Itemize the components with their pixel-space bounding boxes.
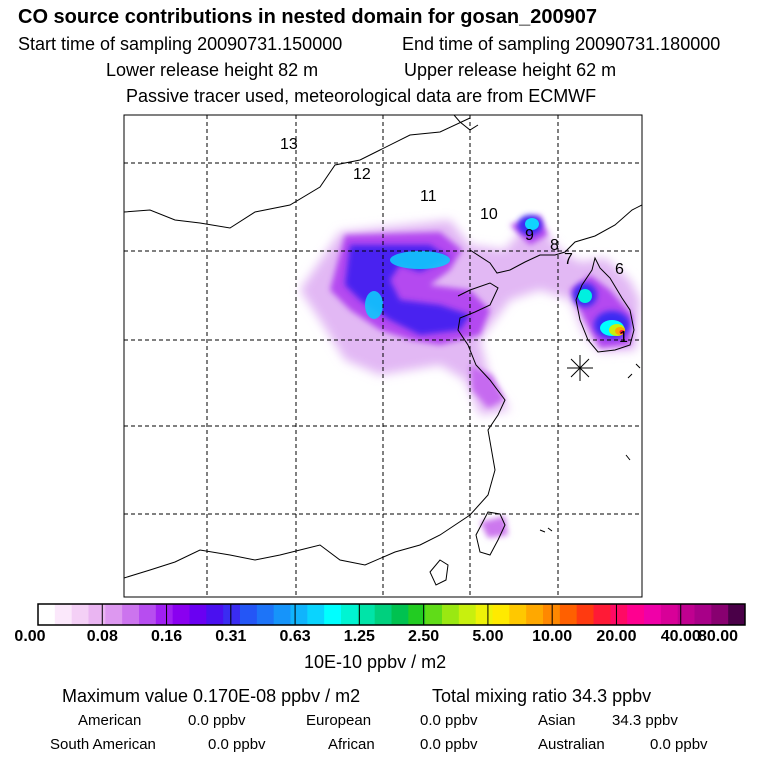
total-mixing-ratio: Total mixing ratio 34.3 ppbv (432, 686, 652, 706)
colorbar-swatch (475, 604, 493, 625)
colorbar-swatch (240, 604, 258, 625)
region-labels: 13 12 11 10 9 8 7 6 1 (280, 136, 628, 346)
region-label-13: 13 (280, 136, 298, 153)
colorbar-swatch (54, 604, 73, 625)
colorbar-swatch (122, 604, 140, 625)
receptor-star-icon (567, 355, 593, 381)
colorbar-swatch (458, 604, 477, 625)
colorbar-level-label: 0.31 (215, 628, 247, 645)
region-label-12: 12 (353, 166, 371, 183)
colorbar-swatch (273, 604, 291, 625)
region-australian-name: Australian (538, 736, 605, 753)
colorbar-swatch (139, 604, 157, 625)
colorbar-swatch (155, 604, 174, 625)
colorbar-swatch (610, 604, 628, 625)
region-asian-value: 34.3 ppbv (612, 712, 678, 729)
region-american-name: American (78, 712, 142, 729)
region-label-10: 10 (480, 206, 498, 223)
colorbar-level-label: 5.00 (472, 628, 504, 645)
colorbar-level-label: 40.00 (660, 628, 701, 645)
colorbar-swatch (256, 604, 275, 625)
coastlines (124, 115, 642, 586)
region-african-name: African (328, 736, 375, 753)
colorbar-swatch (509, 604, 527, 625)
region-label-9: 9 (525, 227, 534, 244)
colorbar-level-label: 0.63 (279, 628, 311, 645)
colorbar-level-label: 20.00 (596, 628, 637, 645)
region-label-6: 6 (615, 261, 624, 278)
region-label-7: 7 (564, 251, 573, 268)
maximum-value: Maximum value 0.170E-08 ppbv / m2 (62, 686, 361, 706)
colorbar-swatch (172, 604, 190, 625)
chart-title: CO source contributions in nested domain… (18, 6, 598, 28)
colorbar-swatch (71, 604, 89, 625)
colorbar-swatch (728, 604, 746, 625)
colorbar-swatch (576, 604, 594, 625)
colorbar-swatch (425, 604, 443, 625)
colorbar-level-label: 80.00 (697, 628, 739, 645)
colorbar-swatch (341, 604, 359, 625)
sampling-start: Start time of sampling 20090731.150000 (18, 34, 343, 54)
colorbar-swatch (660, 604, 679, 625)
region-american-value: 0.0 ppbv (188, 712, 246, 729)
colorbar-swatch (408, 604, 426, 625)
region-asian-name: Asian (538, 712, 576, 729)
region-european-name: European (306, 712, 372, 729)
colorbar-swatch (38, 604, 56, 625)
region-south-american-value: 0.0 ppbv (208, 736, 266, 753)
colorbar (37, 603, 746, 626)
colorbar-swatch (290, 604, 308, 625)
colorbar-level-label: 10.00 (532, 628, 573, 645)
colorbar-level-label: 1.25 (343, 628, 375, 645)
region-label-1: 1 (619, 329, 628, 346)
colorbar-swatch (442, 604, 460, 625)
colorbar-level-label: 2.50 (408, 628, 440, 645)
colorbar-swatch (694, 604, 712, 625)
colorbar-swatch (391, 604, 409, 625)
colorbar-swatch (543, 604, 561, 625)
colorbar-swatch (105, 604, 123, 625)
colorbar-level-label: 0.16 (150, 628, 183, 645)
map-frame (123, 114, 643, 598)
colorbar-swatch (324, 604, 342, 625)
colorbar-swatch (189, 604, 207, 625)
colorbar-unit: 10E-10 ppbv / m2 (304, 652, 447, 672)
map-area (124, 115, 642, 597)
colorbar-swatch (374, 604, 392, 625)
sampling-end: End time of sampling 20090731.180000 (402, 34, 721, 54)
region-african-value: 0.0 ppbv (420, 736, 478, 753)
colorbar-swatch (677, 604, 695, 625)
colorbar-swatch (223, 604, 241, 625)
region-label-11: 11 (420, 188, 437, 205)
region-south-american-name: South American (50, 736, 156, 753)
colorbar-swatch (644, 604, 662, 625)
colorbar-swatch (357, 604, 376, 625)
lower-release-height: Lower release height 82 m (106, 60, 319, 80)
colorbar-frame (37, 603, 746, 626)
region-label-8: 8 (550, 237, 559, 254)
colorbar-swatch (593, 604, 611, 625)
colorbar-swatch (711, 604, 729, 625)
plume-core (365, 218, 625, 336)
colorbar-swatch (559, 604, 578, 625)
region-european-value: 0.0 ppbv (420, 712, 478, 729)
colorbar-swatch (492, 604, 510, 625)
colorbar-level-label: 0.00 (14, 628, 46, 645)
lat-lon-grid (124, 115, 642, 597)
colorbar-swatch (206, 604, 224, 625)
colorbar-level-label: 0.08 (86, 628, 118, 645)
region-australian-value: 0.0 ppbv (650, 736, 708, 753)
colorbar-swatch (627, 604, 645, 625)
colorbar-swatch (307, 604, 325, 625)
tracer-note: Passive tracer used, meteorological data… (126, 86, 597, 106)
upper-release-height: Upper release height 62 m (404, 60, 617, 80)
colorbar-swatch (526, 604, 544, 625)
colorbar-swatch (88, 604, 106, 625)
